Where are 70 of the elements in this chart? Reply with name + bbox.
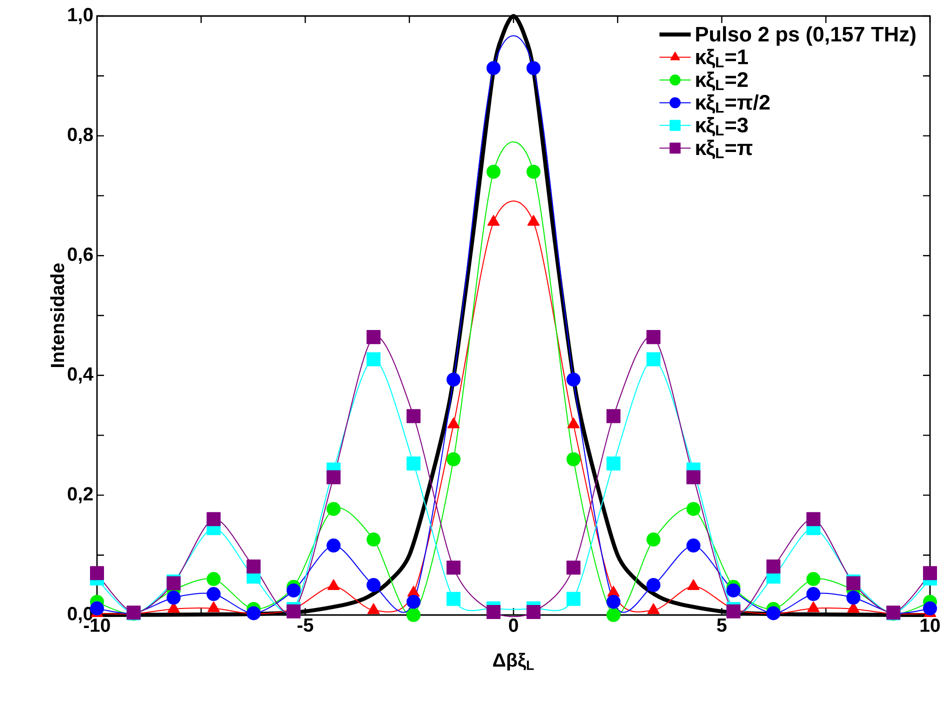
point <box>646 532 660 547</box>
point <box>486 61 501 76</box>
y-tick-label: 0,6 <box>68 247 93 264</box>
y-tick-label: 0,2 <box>68 487 93 504</box>
point <box>526 164 540 179</box>
legend-label: κξ$_{L}$=2 <box>696 72 748 91</box>
point <box>406 594 421 609</box>
point <box>846 590 860 605</box>
point <box>686 470 700 484</box>
point <box>366 352 381 366</box>
point <box>766 559 780 574</box>
point <box>606 608 620 622</box>
point <box>923 601 938 616</box>
legend-label: κξ$_{L}$=1 <box>696 48 748 68</box>
point <box>206 572 221 586</box>
point <box>206 512 221 526</box>
point <box>646 330 660 344</box>
legend-label: Pulso 2 ps (0,157 THz) <box>696 26 916 46</box>
point <box>566 372 580 387</box>
legend-label: κξ$_{L}$=π/2 <box>696 94 770 114</box>
legend-label: κξ$_{L}$=π <box>696 140 752 160</box>
x-axis-title: Δβξ$_{L}$ <box>493 652 534 671</box>
point <box>686 538 700 553</box>
point <box>486 164 501 179</box>
x-tick-label: -5 <box>298 618 314 632</box>
y-axis-title: Intensidade <box>50 263 64 368</box>
y-tick-label: 0,8 <box>68 128 93 144</box>
point <box>406 608 421 622</box>
x-tick-label: 10 <box>920 618 940 632</box>
point <box>806 572 820 586</box>
y-tick-label: 1,0 <box>68 8 93 24</box>
point <box>566 592 580 606</box>
point <box>286 583 301 598</box>
point <box>766 606 780 620</box>
point <box>526 61 540 76</box>
point <box>806 587 820 602</box>
point <box>246 559 261 574</box>
point <box>446 372 461 387</box>
legend-label: κξ$_{L}$=3 <box>696 117 748 136</box>
point <box>486 605 501 620</box>
point <box>166 590 181 605</box>
point <box>366 532 381 547</box>
point <box>606 409 620 424</box>
point <box>446 592 461 606</box>
point <box>566 560 580 575</box>
point <box>90 566 104 580</box>
point <box>366 330 381 344</box>
point <box>326 502 341 516</box>
point <box>686 502 700 516</box>
point <box>406 456 421 470</box>
point <box>366 578 381 592</box>
point <box>406 409 421 424</box>
point <box>446 560 461 575</box>
point <box>806 512 820 526</box>
point <box>726 583 740 598</box>
point <box>923 566 938 580</box>
point <box>606 594 620 609</box>
point <box>246 606 261 620</box>
point <box>646 578 660 592</box>
point <box>326 470 341 484</box>
y-tick-label: 0,4 <box>68 367 94 384</box>
point <box>566 452 580 466</box>
point <box>646 352 660 366</box>
x-tick-label: 0 <box>508 618 518 632</box>
point <box>526 605 540 620</box>
point <box>206 587 221 602</box>
point <box>606 456 620 470</box>
x-tick-label: 5 <box>717 618 727 632</box>
point <box>446 452 461 466</box>
point <box>326 538 341 553</box>
